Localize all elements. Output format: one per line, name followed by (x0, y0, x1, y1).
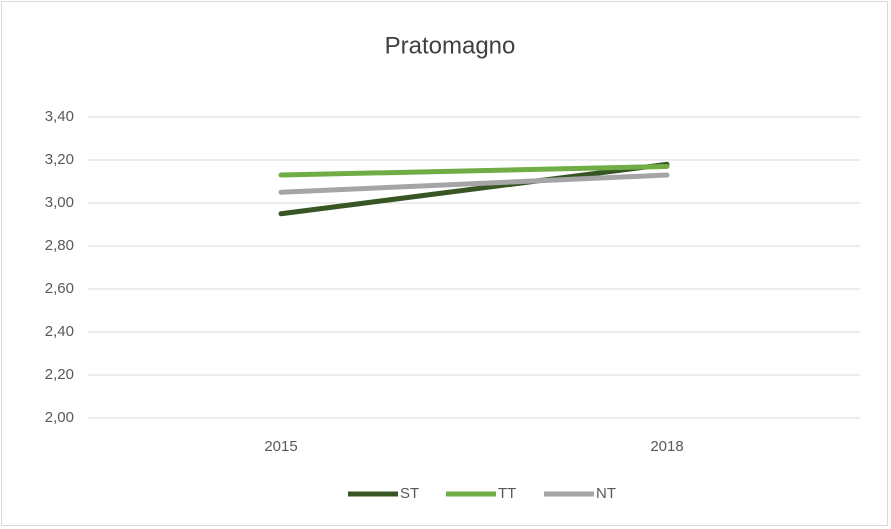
x-tick-label: 2015 (264, 438, 297, 455)
series-line (278, 163, 670, 178)
y-tick-label: 2,40 (45, 323, 74, 340)
y-tick-label: 2,00 (45, 409, 74, 426)
legend-label: TT (498, 485, 516, 502)
y-tick-label: 3,00 (45, 194, 74, 211)
y-tick-label: 2,20 (45, 366, 74, 383)
y-tick-label: 2,60 (45, 280, 74, 297)
y-tick-label: 3,40 (45, 108, 74, 125)
y-tick-label: 3,20 (45, 151, 74, 168)
series-line (278, 172, 670, 195)
y-tick-label: 2,80 (45, 237, 74, 254)
x-tick-label: 2018 (650, 438, 683, 455)
chart-title: Pratomagno (385, 32, 516, 59)
series-line (278, 161, 670, 217)
legend-label: NT (596, 485, 616, 502)
legend-label: ST (400, 485, 419, 502)
